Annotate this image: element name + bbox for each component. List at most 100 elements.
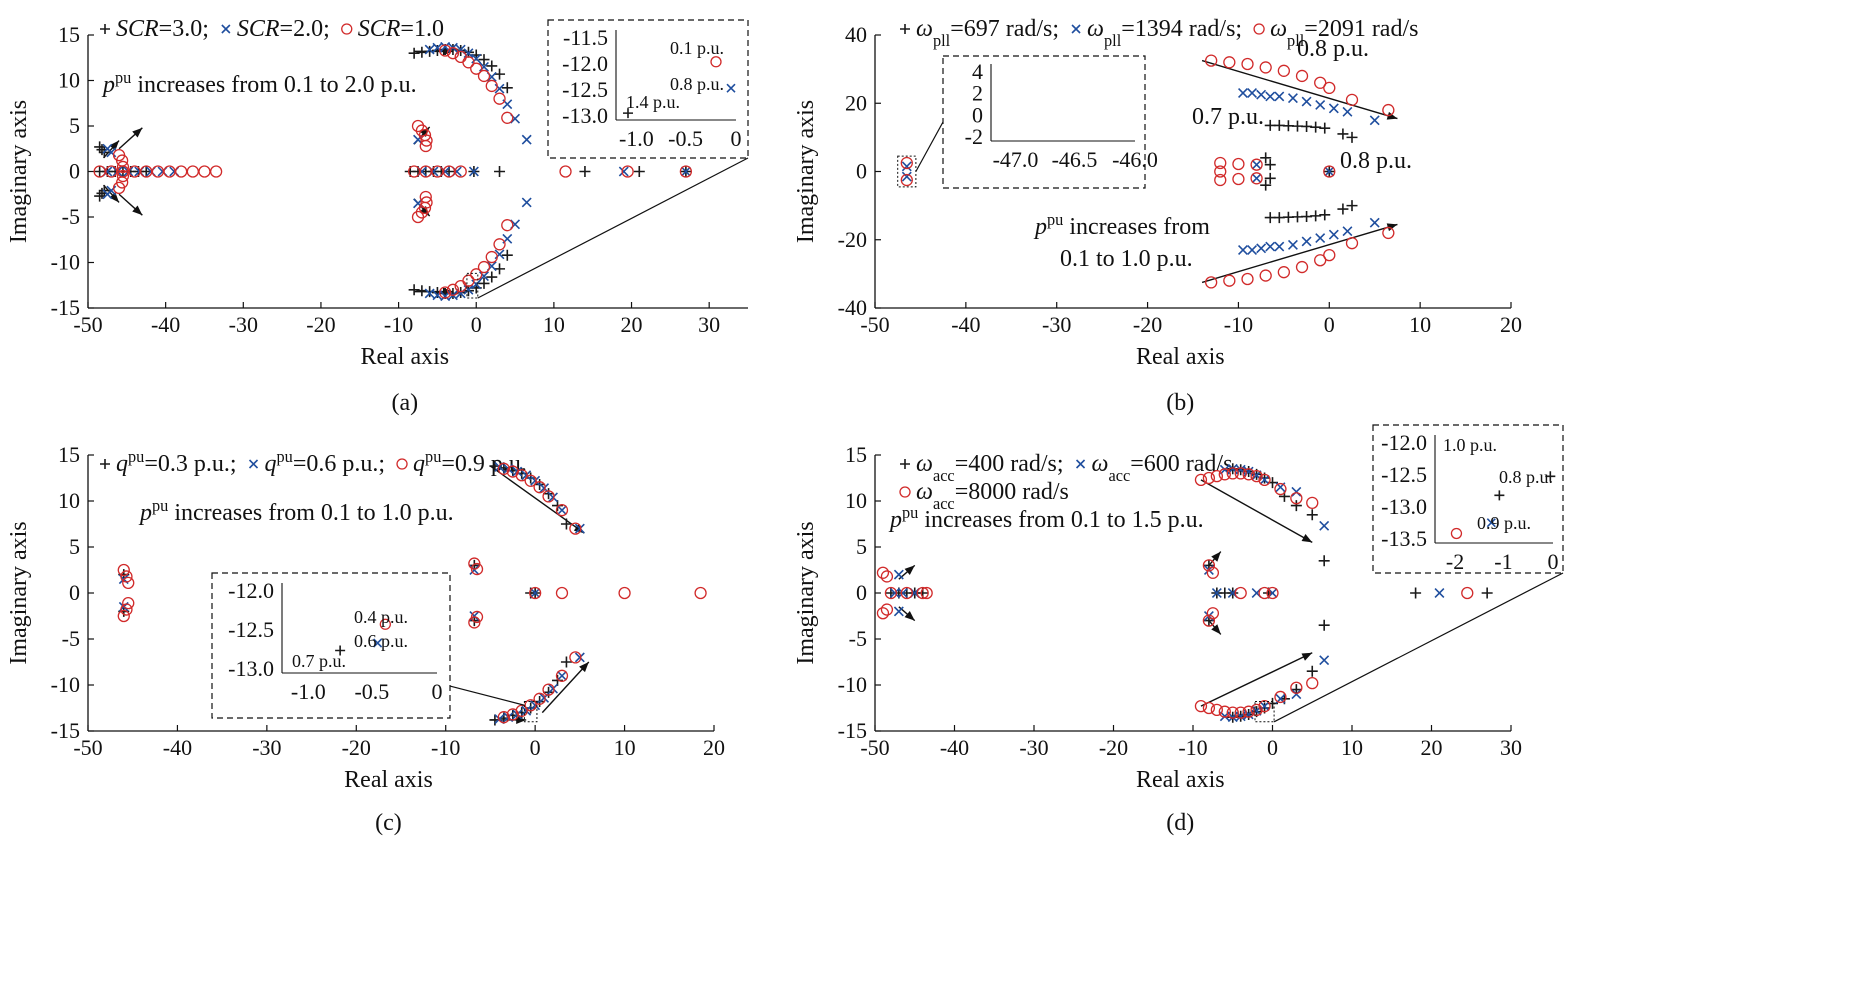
y-axis-label: Imaginary axis: [6, 100, 32, 243]
figure-panels: -50 -40 -30 -20 -10 0 10 20 30-15-10-5051015Real…: [6, 16, 1564, 836]
legend-label: SCR=2.0;: [237, 16, 330, 42]
inset-frame: [211, 572, 451, 719]
series-o: [117, 462, 707, 724]
data-point: [116, 160, 130, 174]
data-point: [116, 169, 130, 183]
data-point: [116, 176, 129, 189]
inset-data-point: [379, 618, 391, 630]
data-point: [621, 165, 634, 178]
y-tick-label: 15: [58, 442, 80, 467]
inset-x-tick-label: -1: [1494, 549, 1512, 574]
inset-x-tick-label: -0.5: [668, 126, 703, 151]
trend-arrow-head: [904, 565, 915, 575]
x-tick-label: -20: [1133, 312, 1162, 337]
data-point: [1258, 586, 1271, 600]
data-point: [501, 111, 514, 124]
data-point: [893, 606, 904, 617]
inset-x-tick-label: -46.5: [1052, 147, 1098, 172]
legend-label: qpu=0.3 p.u.;: [116, 447, 237, 478]
inset-y-tick-label: -13.0: [228, 656, 274, 681]
inset: -1.0 -0.5 0 -11.5-12.0-12.5-13.0 0.1 p.u. 0.8…: [477, 19, 749, 299]
data-point: [1274, 241, 1285, 252]
y-axis-label: Imaginary axis: [6, 521, 32, 664]
data-point: [1323, 165, 1336, 178]
y-tick-label: 5: [69, 113, 80, 138]
data-point: [1250, 172, 1263, 185]
data-point: [1461, 586, 1474, 600]
data-point: [186, 165, 199, 178]
inset: -1.0 -0.5 0 -12.0 -12.5 -13.0 0.4 p.u. 0.6 p.u.…: [211, 572, 525, 719]
x-tick-label: -40: [163, 735, 192, 760]
x-tick-label: -30: [1042, 312, 1071, 337]
data-point: [470, 62, 483, 75]
data-point: [880, 603, 894, 616]
data-point: [1290, 500, 1302, 512]
data-point: [485, 250, 498, 264]
data-point: [618, 586, 631, 600]
data-point: [521, 705, 532, 716]
y-tick-label: -5: [849, 626, 867, 651]
text-run: 0.8 p.u.: [1297, 36, 1369, 62]
data-point: [1256, 243, 1267, 254]
data-point: [122, 576, 135, 590]
panel-label: (c): [375, 810, 402, 836]
data-point: [122, 596, 135, 610]
data-point: [1250, 703, 1263, 716]
y-tick-label: 5: [856, 534, 867, 559]
text-run: =1.0: [400, 16, 444, 42]
data-point: [1232, 157, 1245, 171]
data-point: [411, 119, 425, 133]
zoom-box: [466, 272, 479, 299]
text-run: =0.3 p.u.;: [144, 451, 236, 477]
data-point: [175, 165, 188, 178]
data-point: [1194, 700, 1208, 713]
zoom-box: [1254, 701, 1275, 723]
inset-data-point: [710, 56, 722, 68]
y-tick-label: 10: [58, 488, 80, 513]
inset-y-tick-label: -12.0: [1381, 430, 1427, 455]
data-point: [1328, 103, 1339, 114]
inset-x-tick-label: -0.5: [354, 679, 389, 704]
data-point: [1242, 468, 1255, 481]
inset-data-point: [623, 108, 633, 119]
data-point: [1306, 665, 1318, 677]
annotation: 0.7 p.u.: [1192, 104, 1264, 130]
data-point: [1323, 248, 1336, 262]
data-point: [1315, 233, 1326, 244]
data-point: [1226, 706, 1239, 719]
inset-x-tick-label: -47.0: [993, 147, 1039, 172]
inset-y-tick-label: -13.5: [1381, 526, 1427, 551]
trend-arrow-head: [579, 662, 589, 673]
data-point: [416, 46, 428, 58]
trend-arrow-head: [1386, 111, 1398, 120]
annotation: 0.1 to 1.0 p.u.: [1060, 246, 1193, 272]
data-point: [1210, 703, 1223, 716]
x-tick-label: 20: [703, 735, 725, 760]
data-point: [1265, 241, 1276, 252]
text-run: 0.8 p.u.: [1340, 148, 1412, 174]
data-point: [579, 166, 591, 177]
data-point: [470, 610, 484, 624]
inset-data-point: [1486, 518, 1496, 528]
data-point: [1206, 566, 1220, 579]
text-run: p: [888, 507, 902, 533]
x-tick-label: -50: [860, 735, 889, 760]
data-point: [884, 586, 898, 600]
inset-callout-label: 0.8 p.u.: [1499, 467, 1553, 487]
series-o: [93, 44, 693, 299]
data-point: [408, 284, 420, 296]
data-point: [1319, 520, 1330, 531]
plus-marker: [100, 24, 110, 34]
inset: -47.0 -46.5 -46.0 420-2: [915, 55, 1158, 189]
subscript: acc: [1109, 466, 1131, 485]
data-point: [1250, 470, 1263, 483]
subscript: pll: [1287, 31, 1305, 50]
data-point: [1234, 467, 1247, 480]
inset-y-tick-label: 4: [972, 59, 983, 84]
legend-label: ωpll=2091 rad/s: [1270, 16, 1418, 50]
data-point: [1264, 172, 1276, 184]
data-point: [524, 699, 537, 712]
trend-arrow-head: [1301, 534, 1313, 543]
y-tick-label: -15: [51, 718, 80, 743]
inset-frame: [942, 55, 1146, 189]
